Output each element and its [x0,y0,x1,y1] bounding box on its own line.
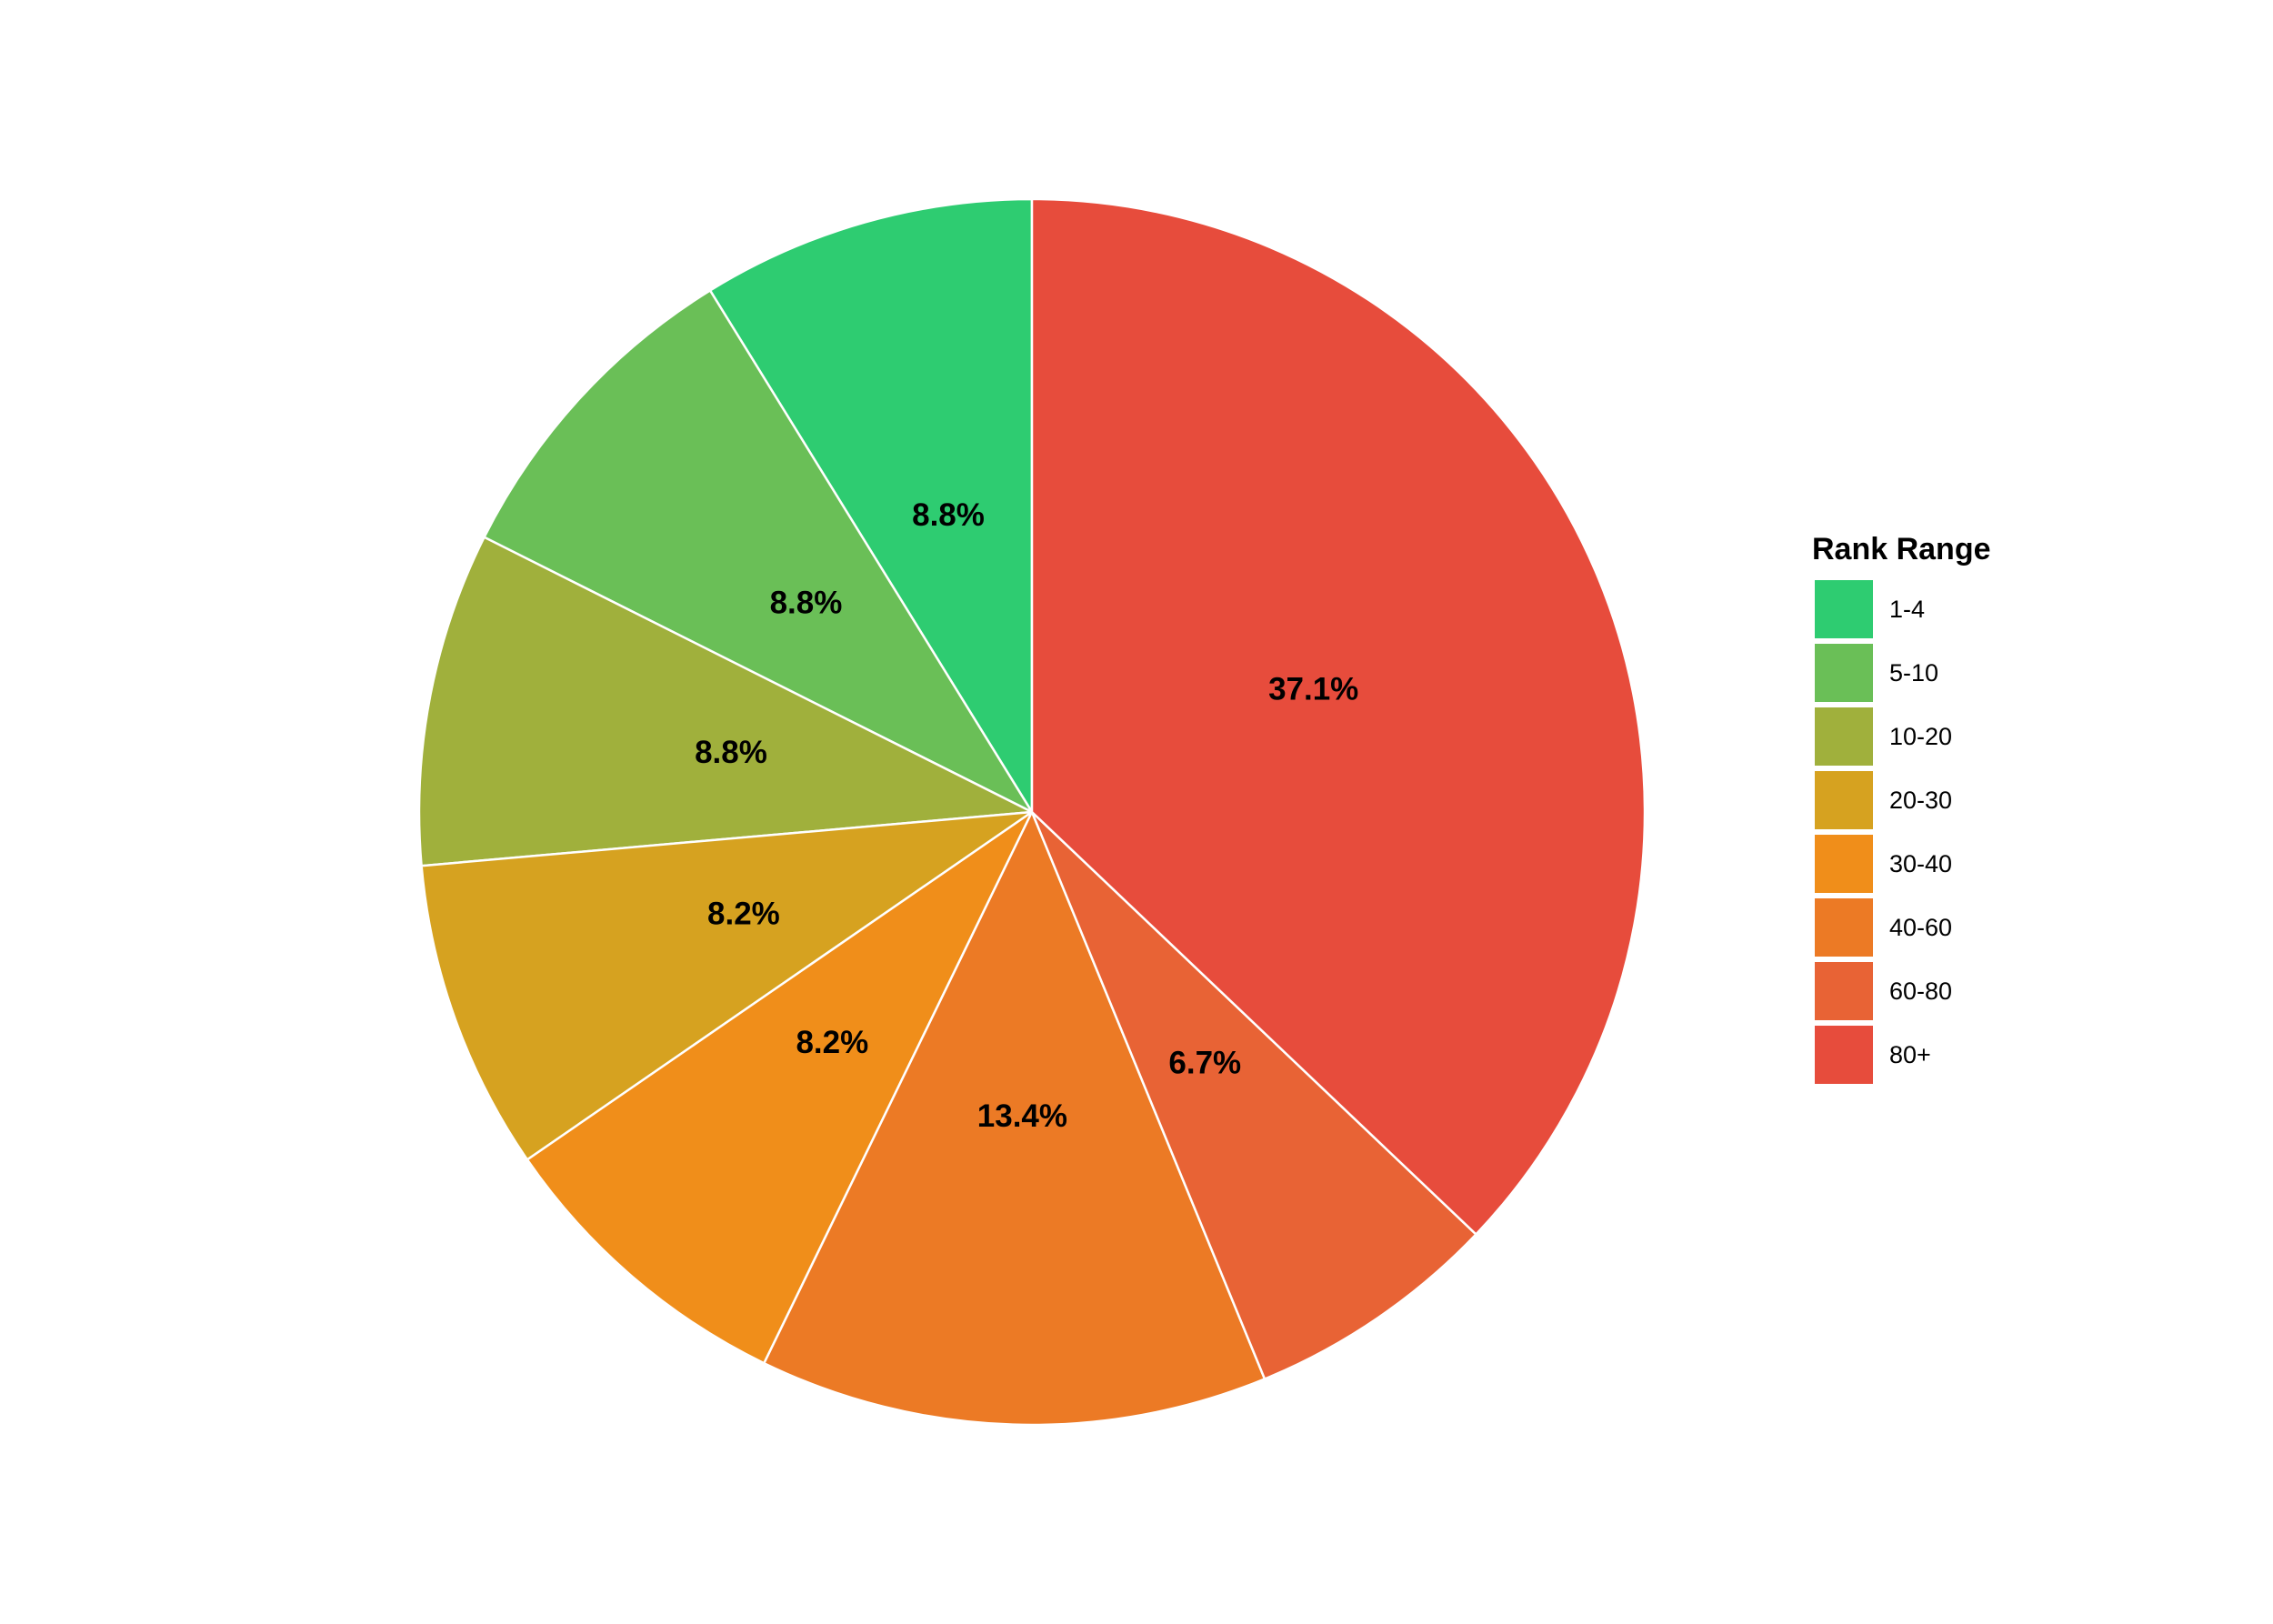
data-label: 8.8% [912,497,985,533]
legend-swatch [1815,898,1873,957]
legend-label: 80+ [1889,1041,1931,1068]
pie-slice [526,808,1036,1365]
pie-slice [1030,811,1478,1381]
pie-slice [762,808,1267,1427]
pie-slice [417,536,1036,867]
legend-swatch [1815,644,1873,702]
pie-slice [482,288,1036,816]
legend-title: Rank Range [1812,532,1991,566]
legend-label: 10-20 [1889,723,1952,750]
legend-label: 5-10 [1889,659,1938,687]
legend-label: 60-80 [1889,977,1952,1005]
data-label: 8.2% [796,1025,868,1060]
data-label: 13.4% [977,1098,1067,1134]
legend-label: 20-30 [1889,787,1952,814]
legend-swatch [1815,1026,1873,1084]
legend-swatch [1815,835,1873,893]
pie-slice [420,810,1036,1162]
legend-swatch [1815,707,1873,766]
data-label: 6.7% [1168,1045,1241,1080]
legend-swatch [1815,771,1873,829]
legend-swatch [1815,580,1873,638]
legend-label: 30-40 [1889,850,1952,877]
data-label: 8.8% [770,586,843,621]
pie-slice [1030,197,1647,1237]
legend-label: 1-4 [1889,596,1925,623]
data-label: 8.8% [695,735,767,770]
data-label: 8.2% [707,896,780,931]
data-label: 37.1% [1268,671,1358,707]
legend-label: 40-60 [1889,914,1952,941]
pie-slice [708,197,1034,817]
legend-swatch [1815,962,1873,1020]
